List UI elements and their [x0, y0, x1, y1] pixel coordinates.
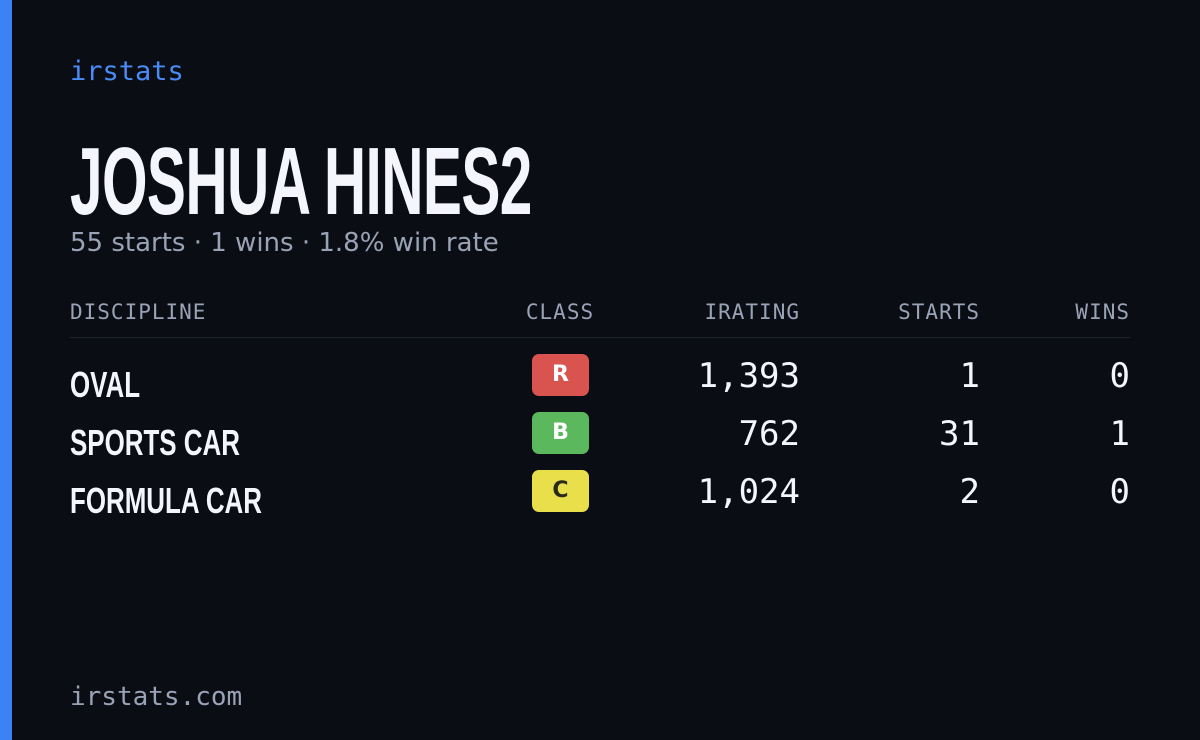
cell-wins: 0 — [1109, 356, 1130, 396]
column-header: IRATING — [704, 300, 800, 324]
class-badge: B — [532, 412, 589, 454]
class-badge: R — [532, 354, 589, 396]
cell-irating: 1,024 — [697, 472, 800, 512]
cell-irating: 1,393 — [697, 356, 800, 396]
class-badge: C — [532, 470, 589, 512]
column-header: WINS — [1075, 300, 1130, 324]
cell-irating: 762 — [738, 414, 800, 454]
discipline: FORMULA CAR — [70, 480, 262, 521]
driver-name: JOSHUA HINES2 — [70, 128, 532, 235]
discipline: OVAL — [70, 364, 141, 405]
cell-starts: 31 — [939, 414, 980, 454]
summary: 55 starts · 1 wins · 1.8% win rate — [70, 228, 499, 258]
cell-starts: 2 — [959, 472, 980, 512]
cell-wins: 1 — [1109, 414, 1130, 454]
cell-wins: 0 — [1109, 472, 1130, 512]
column-header: STARTS — [898, 300, 980, 324]
column-header: DISCIPLINE — [70, 300, 207, 324]
accent-stripe — [0, 0, 12, 740]
discipline: SPORTS CAR — [70, 422, 240, 463]
header-rule — [70, 337, 1130, 338]
brand: irstats — [70, 56, 184, 87]
footer: irstats.com — [70, 682, 243, 712]
column-header: CLASS — [525, 300, 595, 324]
cell-starts: 1 — [959, 356, 980, 396]
